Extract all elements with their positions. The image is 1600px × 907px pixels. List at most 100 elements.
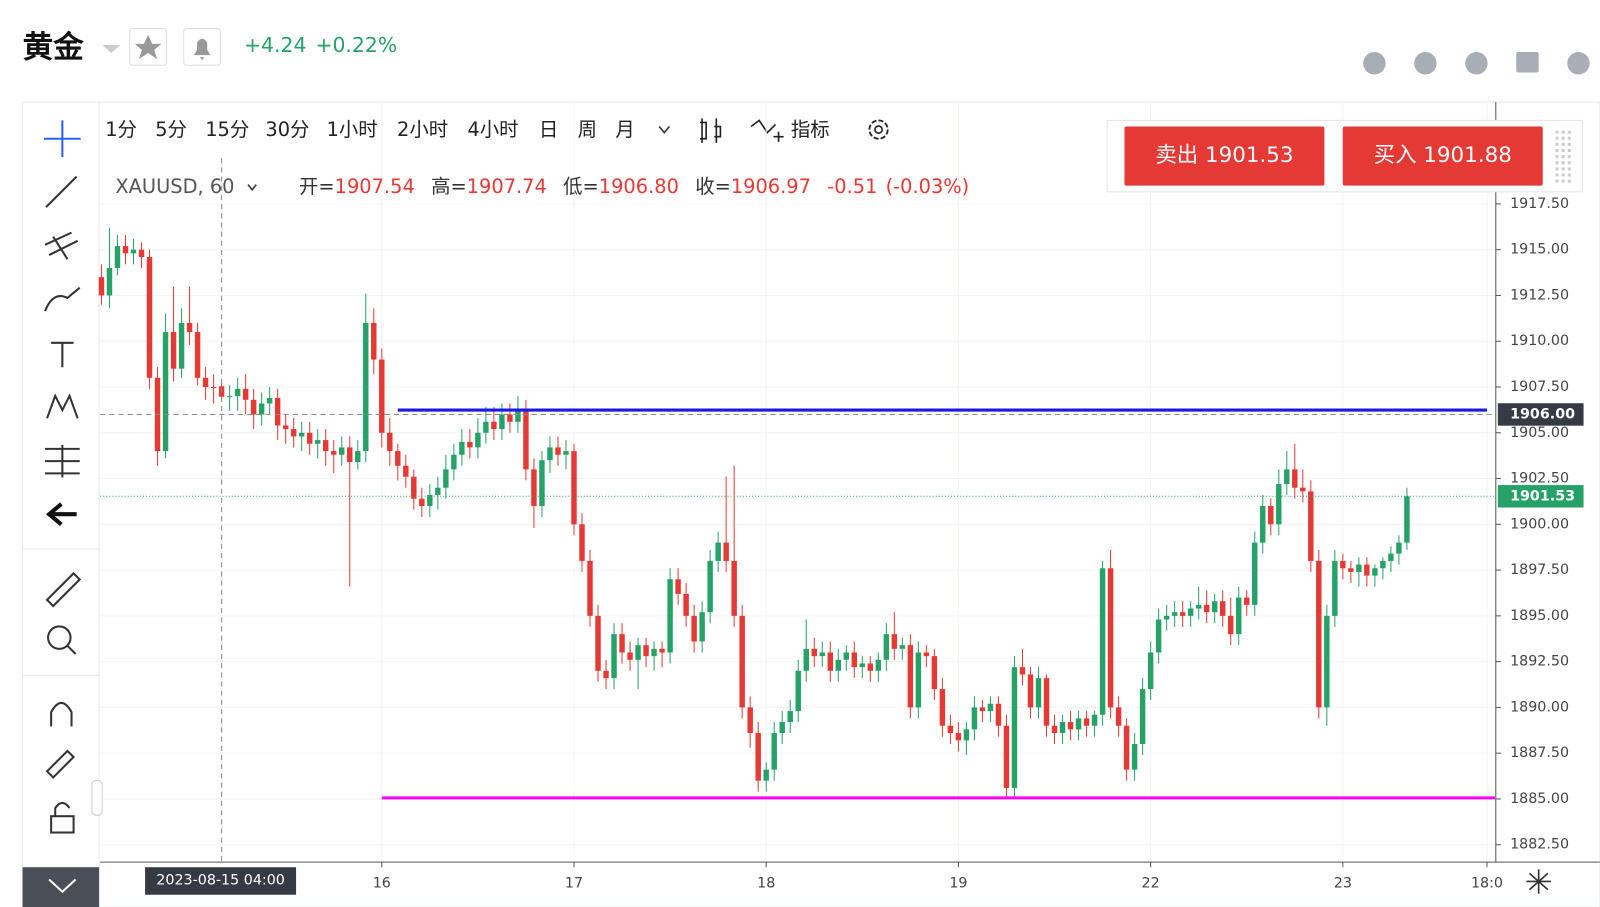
interval-button[interactable]: 2小时 (397, 118, 448, 141)
pattern-tool[interactable] (46, 393, 79, 419)
zoom-tool[interactable] (47, 625, 72, 650)
interval-button[interactable]: 1分 (105, 118, 137, 141)
candle-body (587, 560, 593, 616)
info-icon[interactable] (1567, 52, 1590, 75)
candle-body (1139, 689, 1146, 745)
candle-body (138, 249, 145, 258)
candle-body (435, 487, 441, 496)
candle-body (1380, 560, 1386, 569)
candle-body (1035, 678, 1042, 708)
line-tool[interactable] (45, 175, 78, 208)
candle-body (467, 441, 473, 448)
interval-button[interactable]: 1小时 (327, 118, 378, 141)
unlock-tool[interactable] (50, 815, 75, 834)
candle-body (643, 645, 649, 657)
interval-button[interactable]: 5分 (155, 118, 187, 141)
candle-body (803, 648, 809, 671)
candle-body (1067, 722, 1074, 730)
candle-body (1211, 601, 1218, 613)
header-change: +4.24 (244, 33, 307, 57)
drag-handle[interactable] (1555, 130, 1571, 184)
legend-value: 1907.54 (335, 175, 415, 198)
visibility-tool[interactable] (22, 867, 100, 907)
candle-body (691, 615, 697, 642)
candle-body (963, 729, 970, 741)
chart-type-button[interactable] (700, 118, 722, 143)
candle-body (531, 469, 537, 507)
ruler-tool[interactable] (45, 571, 82, 608)
text-tool[interactable] (51, 341, 74, 368)
candle-body (1107, 568, 1114, 708)
interval-dropdown[interactable] (658, 125, 671, 134)
buy-label: 买入 1901.88 (1374, 143, 1512, 168)
buy-button[interactable] (1342, 126, 1543, 186)
candle-body (1300, 487, 1306, 492)
measure-tool[interactable] (45, 444, 80, 478)
candle-body (1268, 506, 1274, 525)
star-icon (134, 34, 162, 60)
candle-body (403, 465, 409, 477)
symbol-dropdown[interactable] (102, 44, 121, 54)
candle-body (146, 257, 153, 378)
candle-body (899, 645, 906, 649)
candle-body (947, 725, 954, 734)
candle-body (739, 615, 745, 708)
settings-button[interactable] (868, 119, 889, 140)
compass-icon[interactable] (1414, 52, 1437, 75)
interval-button[interactable]: 30分 (265, 118, 309, 141)
interval-button[interactable]: 日 (539, 118, 558, 141)
indicator-icon (750, 119, 784, 142)
candle-body (891, 634, 898, 649)
collapse-handle[interactable] (91, 779, 103, 816)
legend-change: -0.51 (827, 175, 877, 198)
candle-body (371, 322, 377, 360)
legend-symbol[interactable]: XAUUSD, 60 (115, 175, 234, 198)
candle-body (1195, 604, 1202, 609)
candle-body (1203, 604, 1210, 613)
candle-body (539, 460, 545, 507)
candle-body (226, 396, 233, 398)
candle-body (1244, 597, 1250, 605)
candle-body (1075, 718, 1082, 730)
candle-body (1155, 619, 1162, 653)
candle-body (314, 440, 321, 444)
candle-body (859, 663, 866, 668)
candle-body (883, 634, 890, 660)
crosshair-tool[interactable] (43, 120, 81, 158)
candle-body (699, 612, 705, 642)
chart-icon[interactable] (1363, 52, 1386, 75)
magnet-tool[interactable] (50, 701, 73, 727)
candle-body (106, 267, 113, 296)
candle-body (987, 703, 994, 712)
lock-draw-tool[interactable] (45, 749, 76, 779)
legend-dropdown[interactable] (247, 184, 257, 191)
indicator-button[interactable]: 指标 (791, 118, 830, 141)
interval-button[interactable]: 4小时 (467, 118, 518, 141)
candle-body (186, 322, 193, 333)
legend-value: 1906.97 (731, 175, 811, 198)
candle-body (1003, 725, 1010, 788)
candle-body (523, 410, 529, 470)
axis-settings[interactable] (1526, 869, 1551, 894)
candle-body (707, 560, 713, 613)
candle-body (1324, 615, 1330, 708)
candle-body (1236, 597, 1242, 635)
drawing-toolbar (22, 120, 100, 907)
sell-button[interactable] (1124, 126, 1325, 186)
candle-body (178, 322, 185, 369)
candle-body (619, 634, 625, 653)
crosshair-time-box (145, 867, 297, 895)
candle-body (1364, 564, 1370, 576)
brush-tool[interactable] (44, 286, 81, 312)
back-tool[interactable] (45, 502, 77, 526)
gauge-icon[interactable] (1465, 52, 1488, 75)
interval-button[interactable]: 月 (615, 118, 634, 141)
candle-body (931, 656, 938, 690)
calendar-icon[interactable] (1516, 52, 1539, 73)
candle-body (1115, 707, 1122, 726)
fib-tool[interactable] (44, 231, 79, 260)
interval-button[interactable]: 15分 (205, 118, 249, 141)
candle-body (202, 377, 209, 387)
interval-button[interactable]: 周 (578, 118, 597, 141)
candle-body (122, 246, 129, 254)
